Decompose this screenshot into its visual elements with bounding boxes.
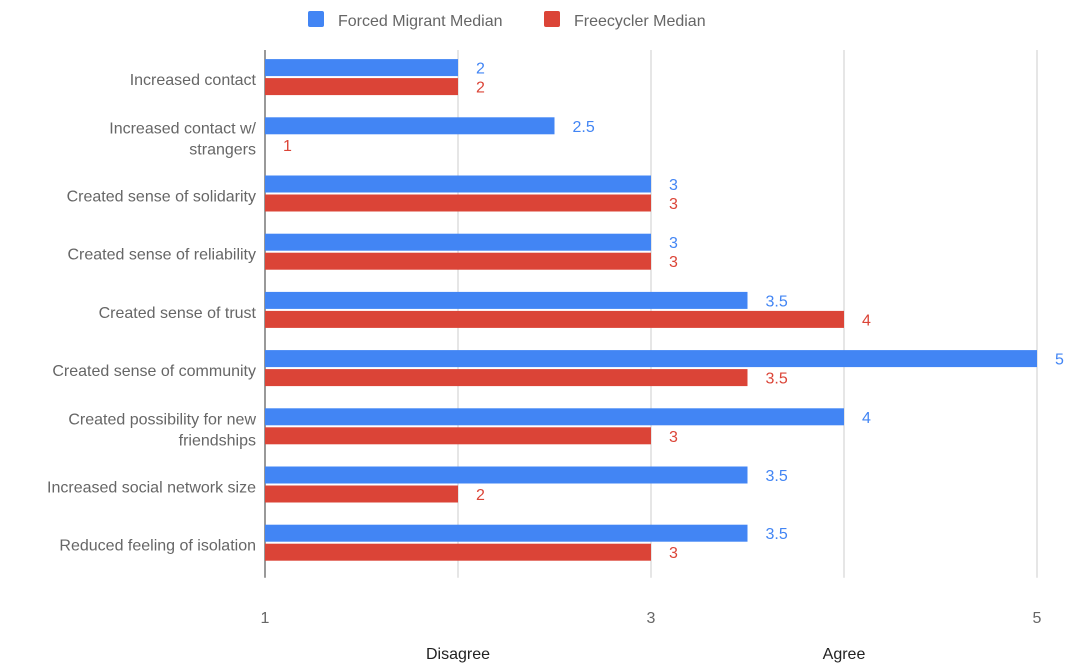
bar-freecycler bbox=[265, 543, 651, 561]
data-label: 3.5 bbox=[766, 526, 788, 543]
data-label: 2.5 bbox=[573, 119, 595, 136]
bar-forced-migrant bbox=[265, 466, 748, 484]
legend-swatch bbox=[544, 11, 560, 27]
data-label: 2 bbox=[476, 80, 485, 97]
x-tick-label: 5 bbox=[1033, 610, 1042, 627]
x-axis-anchor-label: Agree bbox=[823, 646, 866, 663]
x-tick-label: 1 bbox=[261, 610, 270, 627]
category-label: Increased contact bbox=[130, 72, 257, 89]
legend-label: Freecycler Median bbox=[574, 13, 706, 30]
data-label: 3 bbox=[669, 196, 678, 213]
bar-forced-migrant bbox=[265, 59, 458, 77]
bar-forced-migrant bbox=[265, 408, 844, 426]
data-label: 3.5 bbox=[766, 468, 788, 485]
legend-swatch bbox=[308, 11, 324, 27]
category-label: Increased social network size bbox=[47, 480, 256, 497]
category-label: Created sense of trust bbox=[99, 305, 257, 322]
x-tick-label: 3 bbox=[647, 610, 656, 627]
bar-forced-migrant bbox=[265, 291, 748, 309]
legend: Forced Migrant Median Freecycler Median bbox=[308, 11, 706, 30]
data-label: 3 bbox=[669, 545, 678, 562]
category-labels: Increased contact Increased contact w/str… bbox=[47, 72, 257, 555]
bar-forced-migrant bbox=[265, 233, 651, 251]
category-label: Created sense of community bbox=[52, 363, 256, 380]
data-label: 5 bbox=[1055, 352, 1064, 369]
bar-freecycler bbox=[265, 194, 651, 212]
data-label: 3 bbox=[669, 429, 678, 446]
category-label: Created possibility for new friendships bbox=[68, 411, 256, 449]
value-labels: 2 2 2.5 1 3 3 3 3 3.5 4 5 3.5 4 3 3.5 2 3.5 3 bbox=[283, 61, 1064, 563]
bar-forced-migrant bbox=[265, 350, 1037, 368]
data-label: 3.5 bbox=[766, 371, 788, 388]
bar-freecycler bbox=[265, 78, 458, 96]
bar-freecycler bbox=[265, 485, 458, 503]
bar-forced-migrant bbox=[265, 117, 555, 135]
data-label: 2 bbox=[476, 487, 485, 504]
category-label: Created sense of solidarity bbox=[67, 189, 256, 206]
bars bbox=[265, 59, 1037, 561]
data-label: 1 bbox=[283, 138, 292, 155]
x-axis-anchor-label: Disagree bbox=[426, 646, 490, 663]
data-label: 3 bbox=[669, 235, 678, 252]
data-label: 3.5 bbox=[766, 293, 788, 310]
bar-freecycler bbox=[265, 252, 651, 270]
bar-freecycler bbox=[265, 369, 748, 387]
data-label: 4 bbox=[862, 410, 871, 427]
data-label: 3 bbox=[669, 254, 678, 271]
category-label: Increased contact w/strangers bbox=[109, 120, 256, 158]
bar-forced-migrant bbox=[265, 175, 651, 193]
bar-forced-migrant bbox=[265, 524, 748, 542]
x-axis-anchor-labels: Disagree Agree bbox=[426, 646, 865, 663]
bar-freecycler bbox=[265, 427, 651, 445]
category-label: Reduced feeling of isolation bbox=[59, 538, 256, 555]
legend-label: Forced Migrant Median bbox=[338, 13, 503, 30]
data-label: 3 bbox=[669, 177, 678, 194]
category-label: Created sense of reliability bbox=[67, 247, 256, 264]
data-label: 2 bbox=[476, 61, 485, 78]
x-axis-ticks: 1 3 5 bbox=[261, 610, 1042, 627]
bar-freecycler bbox=[265, 310, 844, 328]
data-label: 4 bbox=[862, 312, 871, 329]
